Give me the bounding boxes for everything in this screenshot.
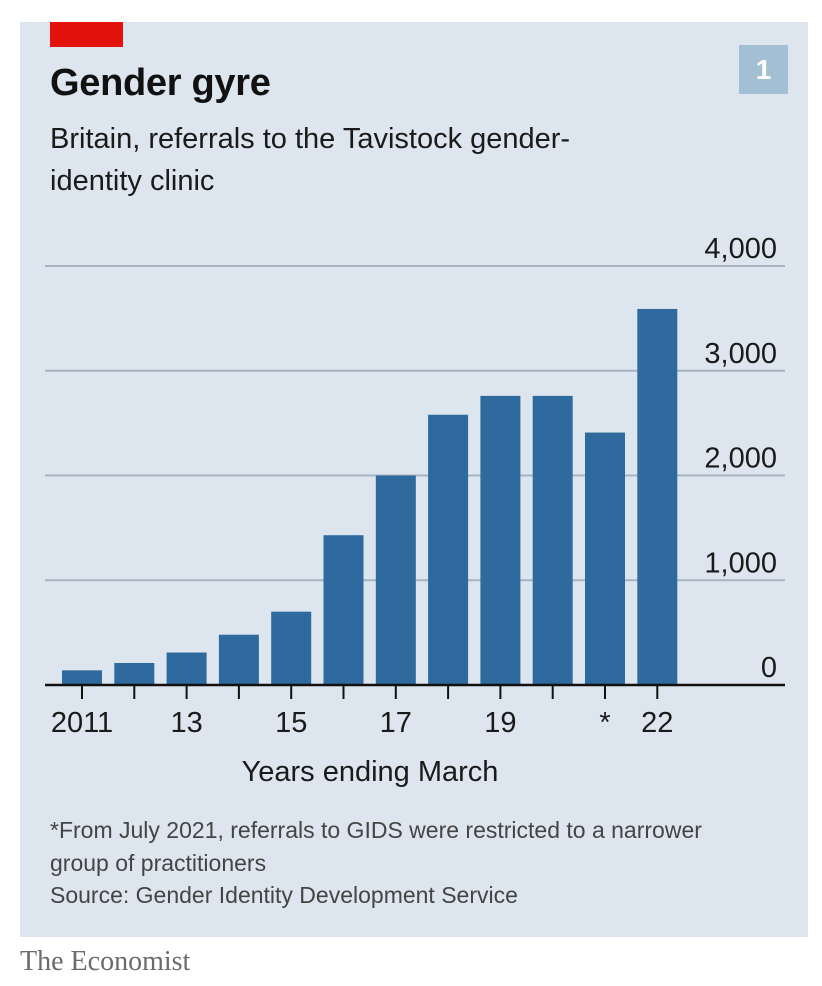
x-tick-label: 15 (275, 707, 307, 739)
footnote: *From July 2021, referrals to GIDS were … (50, 817, 702, 876)
source-note: Source: Gender Identity Development Serv… (50, 882, 518, 908)
x-axis-title: Years ending March (241, 756, 499, 788)
chart-number-badge: 1 (739, 45, 788, 94)
bar-2012 (114, 663, 155, 685)
y-tick-label: 0 (761, 652, 777, 684)
bar-2017 (375, 475, 416, 685)
chart-subtitle: Britain, referrals to the Tavistock gend… (50, 123, 571, 197)
y-tick-label: 2,000 (704, 443, 777, 475)
bar-2016 (323, 535, 364, 685)
bar-2014 (218, 634, 259, 685)
red-tag (50, 22, 123, 47)
chart-title: Gender gyre (50, 62, 271, 104)
y-tick-label: 3,000 (704, 338, 777, 370)
bar-2011 (62, 670, 102, 685)
bar-chart: 0 1,000 2,000 3,000 4,000 2011 13 15 17 19 * 22 (45, 233, 785, 739)
tick-labels: 0 1,000 2,000 3,000 4,000 2011 13 15 17 19 * 22 (51, 233, 777, 739)
bars (62, 308, 678, 685)
chart-panel: 1 Gender gyre Britain, referrals to the … (20, 22, 808, 937)
x-tick-label: * (599, 707, 610, 739)
x-tick-label: 2011 (51, 707, 113, 739)
y-tick-label: 1,000 (704, 547, 777, 579)
x-tick-label: 17 (380, 707, 412, 739)
bar-2015 (271, 611, 312, 685)
bar-2018 (428, 414, 469, 685)
y-tick-label: 4,000 (704, 233, 777, 265)
brand-logo: The Economist (20, 946, 191, 977)
x-tick-label: 19 (484, 707, 516, 739)
bar-2020 (532, 395, 573, 685)
bar-2019 (480, 395, 521, 685)
x-axis (45, 683, 785, 699)
bar-2021 (585, 432, 625, 685)
x-tick-label: 22 (641, 707, 673, 739)
x-tick-label: 13 (170, 707, 202, 739)
bar-2022 (637, 308, 678, 685)
bar-2013 (166, 652, 207, 685)
